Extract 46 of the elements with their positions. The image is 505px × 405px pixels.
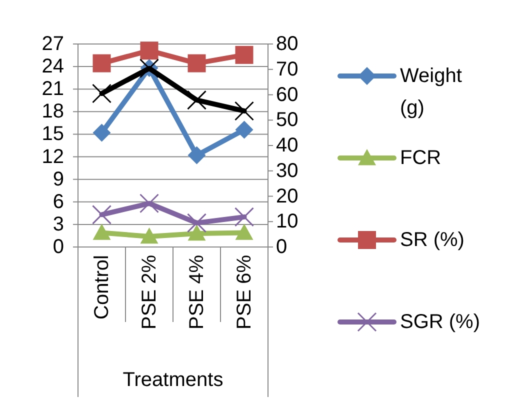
y2-tick-label: 20 bbox=[276, 185, 298, 208]
legend-label: SGR (%) bbox=[400, 311, 480, 333]
point bbox=[234, 101, 254, 121]
legend-label: Weight (g) bbox=[400, 65, 462, 119]
point bbox=[92, 84, 112, 104]
y2-tick-label: 50 bbox=[276, 109, 298, 132]
y2-tick-label: 10 bbox=[276, 210, 298, 233]
y-tick-label: 18 bbox=[42, 100, 64, 123]
point bbox=[235, 46, 254, 64]
y2-tick-label: 70 bbox=[276, 58, 298, 80]
y2-tick-label: 40 bbox=[276, 134, 298, 156]
y-tick-label: 6 bbox=[52, 190, 64, 213]
x-tick-label: Control bbox=[90, 255, 113, 320]
y2-tick-label: 0 bbox=[276, 236, 288, 258]
point bbox=[235, 224, 254, 240]
x-axis-title: Treatments bbox=[122, 369, 224, 391]
y-tick-label: 24 bbox=[42, 56, 64, 78]
y2-tick-label: 30 bbox=[276, 160, 298, 182]
point bbox=[187, 213, 206, 233]
point bbox=[140, 194, 159, 214]
x-tick-label: PSE 6% bbox=[233, 254, 256, 330]
point bbox=[92, 124, 111, 142]
point bbox=[234, 207, 254, 227]
point bbox=[92, 204, 112, 224]
y-tick-label: 21 bbox=[42, 78, 64, 100]
y2-tick-label: 80 bbox=[276, 33, 298, 55]
point bbox=[140, 42, 158, 60]
x-tick-label: PSE 2% bbox=[138, 254, 160, 330]
legend-label: FCR bbox=[400, 147, 442, 169]
y2-tick-label: 60 bbox=[276, 84, 298, 106]
point bbox=[188, 54, 206, 72]
point bbox=[92, 224, 111, 240]
legend-label: SR (%) bbox=[400, 229, 464, 251]
point bbox=[92, 54, 111, 72]
point bbox=[235, 120, 254, 139]
point bbox=[188, 146, 206, 164]
y-tick-label: 15 bbox=[42, 123, 64, 146]
y-tick-label: 0 bbox=[52, 236, 64, 258]
y-tick-label: 27 bbox=[42, 33, 64, 55]
point bbox=[140, 227, 158, 244]
point bbox=[187, 90, 206, 110]
x-tick-label: PSE 4% bbox=[186, 254, 208, 330]
point bbox=[188, 224, 206, 241]
y-tick-label: 3 bbox=[52, 213, 64, 236]
y-tick-label: 12 bbox=[42, 146, 64, 168]
y-tick-label: 9 bbox=[52, 168, 64, 190]
